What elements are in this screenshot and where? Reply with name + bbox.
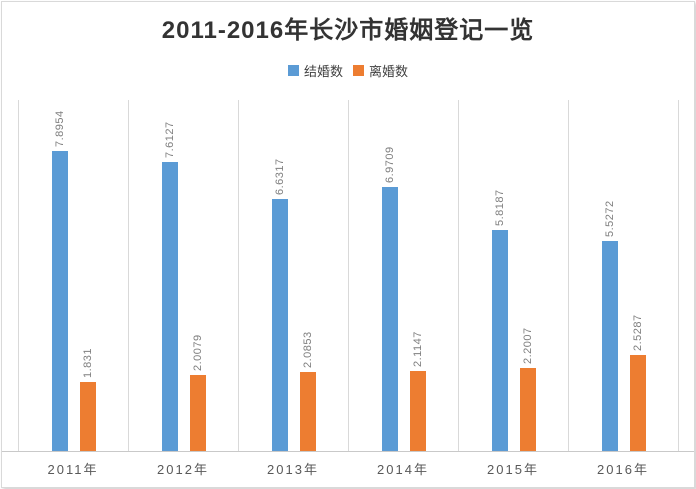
- bar-value-label: 6.6317: [274, 158, 286, 196]
- x-axis-line: [2, 451, 694, 452]
- bar-value-label: 7.8954: [54, 110, 66, 148]
- category-gridline: [678, 100, 679, 451]
- bar-value-label: 5.8187: [494, 189, 506, 227]
- legend-label-divorces: 离婚数: [369, 64, 409, 79]
- bar-value-label: 2.5287: [632, 314, 644, 351]
- x-axis-label: 2014年: [377, 462, 429, 477]
- x-axis-label: 2015年: [487, 462, 539, 477]
- legend-item-divorces: 离婚数: [353, 61, 408, 80]
- divorces-bar: 1.831: [80, 347, 96, 451]
- category-gridline: [238, 100, 239, 451]
- x-axis-label: 2011年: [47, 462, 99, 477]
- legend-item-marriages: 结婚数: [287, 61, 343, 80]
- marriages-bar: 7.8954: [52, 111, 68, 451]
- category-gridline: [18, 100, 19, 451]
- bar-group: 6.9709 2.1147: [348, 100, 458, 451]
- x-axis-label: 2012年: [157, 462, 209, 477]
- category-gridline: [458, 100, 459, 451]
- divorces-bar: 2.0853: [300, 331, 316, 451]
- divorces-bar: 2.5287: [630, 314, 646, 451]
- divorces-bar: 2.1147: [410, 331, 426, 451]
- x-axis-label: 2013年: [267, 462, 319, 477]
- chart-title: 2011-2016年长沙市婚姻登记一览: [161, 17, 535, 44]
- x-axis-label: 2016年: [597, 462, 649, 477]
- bar-value-label: 7.6127: [164, 121, 176, 159]
- marriages-bar: 7.6127: [162, 121, 178, 451]
- marriages-bar: 6.9709: [382, 146, 398, 451]
- marriages-bar: 5.5272: [602, 201, 618, 451]
- bar-group: 7.8954 1.831: [18, 100, 128, 451]
- bar-group: 5.8187 2.2007: [458, 100, 568, 451]
- marriages-bar: 5.8187: [492, 190, 508, 451]
- category-gridline: [568, 100, 569, 451]
- divorces-bar: 2.2007: [520, 327, 536, 451]
- category-gridline: [348, 100, 349, 451]
- legend-label-marriages: 结婚数: [303, 64, 343, 79]
- bar-value-label: 6.9709: [384, 145, 396, 183]
- bar-value-label: 2.2007: [522, 326, 534, 364]
- marriages-bar: 6.6317: [272, 159, 288, 451]
- category-gridline: [128, 100, 129, 451]
- legend: 结婚数 离婚数: [0, 61, 696, 80]
- bar-group: 7.6127 2.0079: [128, 100, 238, 451]
- bar-group: 6.6317 2.0853: [238, 100, 348, 451]
- bar-value-label: 2.1147: [412, 330, 424, 367]
- marriages-swatch-icon: [287, 65, 299, 76]
- divorces-swatch-icon: [353, 65, 364, 76]
- bar-value-label: 2.0853: [302, 331, 314, 368]
- bar-value-label: 1.831: [82, 347, 94, 378]
- bar-value-label: 5.5272: [604, 200, 616, 238]
- bar-value-label: 2.0079: [192, 334, 204, 371]
- x-axis-labels: 2011年 2012年 2013年 2014年 2015年 2016年: [18, 459, 678, 478]
- divorces-bar: 2.0079: [190, 334, 206, 451]
- bar-group: 5.5272 2.5287: [568, 100, 678, 451]
- plot-area: 7.8954 1.831 7.6127 2.0079 6.6317 2.0853 6.970…: [18, 100, 679, 451]
